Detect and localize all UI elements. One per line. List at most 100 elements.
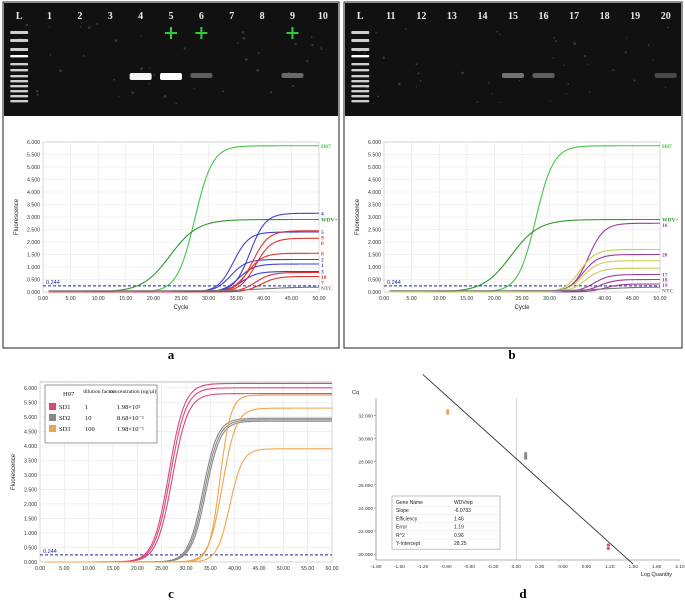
gel-speck xyxy=(36,93,39,96)
gel-lane-label: 15 xyxy=(508,11,518,22)
caption-a: a xyxy=(168,347,175,362)
y-tick-label: 6.000 xyxy=(24,386,37,392)
gel-speck xyxy=(382,56,386,59)
y-tick-label: 1.500 xyxy=(27,253,40,259)
y-tick-label: 6.000 xyxy=(27,140,40,146)
gel-speck xyxy=(487,82,490,84)
gel-speck xyxy=(612,69,615,72)
gel-lane-label: 7 xyxy=(229,11,234,22)
y-tick-label: 0.000 xyxy=(24,560,37,566)
positive-plus-icon xyxy=(195,27,208,39)
stats-label: Y-Intercept xyxy=(396,541,421,547)
legend-concentration-value: 8.68×10⁻¹ xyxy=(117,415,144,422)
series-end-label: NTC xyxy=(662,289,674,295)
y-tick-label: 1.500 xyxy=(368,253,381,259)
gel-speck xyxy=(320,46,323,48)
panel-b-frame xyxy=(343,1,683,349)
y-tick-label: 1.500 xyxy=(24,516,37,522)
y-tick-label: 1.000 xyxy=(368,265,381,271)
gel-speck xyxy=(147,82,150,85)
gel-speck xyxy=(257,52,260,55)
x-tick-label: 1.20 xyxy=(605,564,615,570)
y-tick-label: 2.000 xyxy=(368,240,381,246)
y-axis-title: Fluorescence xyxy=(11,453,17,490)
gel-speck xyxy=(375,31,377,34)
series-line xyxy=(48,286,320,292)
y-tick-label: 24.000 xyxy=(358,506,373,512)
stats-label: Slope xyxy=(396,508,409,514)
gel-speck xyxy=(96,22,99,25)
gel-lane-label: 20 xyxy=(661,11,671,22)
ladder-band xyxy=(351,55,370,58)
gel-lane-label: 13 xyxy=(447,11,457,22)
x-tick-label: 30.00 xyxy=(180,566,193,572)
gel-lane-label: 4 xyxy=(138,11,143,22)
ladder-band xyxy=(10,75,29,78)
sample-band xyxy=(129,73,152,80)
series-end-label: 9 xyxy=(321,236,324,242)
x-tick-label: -1.50 xyxy=(394,564,405,570)
gel-speck xyxy=(647,44,650,47)
gel-speck xyxy=(236,42,239,45)
gel-speck xyxy=(419,79,422,82)
x-tick-label: 60.00 xyxy=(326,566,339,572)
x-tick-label: 10.00 xyxy=(433,296,446,302)
sample-band xyxy=(190,73,213,78)
stats-label: R^2 xyxy=(396,533,405,539)
gel-lane-label: 8 xyxy=(260,11,265,22)
amplification-chart-a: 0.00 5.00 10.00 15.00 20.00 25.00 30.00 35.00 40… xyxy=(14,140,338,311)
gel-lane-label: L xyxy=(357,11,364,22)
gel-speck xyxy=(476,101,479,104)
x-tick-label: 0.00 xyxy=(35,566,45,572)
y-tick-label: 3.500 xyxy=(368,203,381,209)
ladder-band xyxy=(10,31,29,34)
x-tick-label: -1.20 xyxy=(417,564,428,570)
stats-label: Error xyxy=(396,525,407,531)
gel-lane-label: 6 xyxy=(199,11,204,22)
gel-lane-label: L xyxy=(16,11,23,22)
x-tick-label: 0.00 xyxy=(512,564,522,570)
y-tick-label: 2.500 xyxy=(368,228,381,234)
x-tick-label: -0.30 xyxy=(487,564,498,570)
x-tick-label: 15.00 xyxy=(119,296,132,302)
gel-speck xyxy=(48,26,51,28)
y-tick-label: 1.000 xyxy=(24,531,37,537)
y-tick-label: 2.000 xyxy=(27,240,40,246)
data-point xyxy=(524,456,528,460)
gel-speck xyxy=(573,42,577,46)
x-tick-label: 35.00 xyxy=(230,296,243,302)
gel-speck xyxy=(87,26,91,30)
x-tick-label: 0.90 xyxy=(582,564,592,570)
gel-speck xyxy=(372,103,375,105)
gel-speck xyxy=(294,42,297,46)
series-end-label: 19 xyxy=(662,283,668,289)
y-tick-label: 4.500 xyxy=(27,178,40,184)
gel-speck xyxy=(306,59,309,63)
y-tick-label: 0.500 xyxy=(24,545,37,551)
y-tick-label: 4.500 xyxy=(368,178,381,184)
x-axis-title: Cycle xyxy=(514,305,530,311)
x-tick-label: 15.00 xyxy=(107,566,120,572)
series-end-label: 20 xyxy=(662,253,668,259)
data-point xyxy=(606,543,610,547)
gel-lane-label: 9 xyxy=(290,11,295,22)
gel-speck xyxy=(554,40,557,43)
y-tick-label: 1.000 xyxy=(27,265,40,271)
gel-speck xyxy=(175,102,178,105)
gel-speck xyxy=(163,95,167,98)
series-end-label: H07 xyxy=(321,144,331,150)
y-tick-label: 20.000 xyxy=(358,552,373,558)
y-axis-title: Cq xyxy=(352,390,359,396)
y-tick-label: 22.000 xyxy=(358,529,373,535)
gel-speck xyxy=(491,92,493,95)
gel-speck xyxy=(624,51,627,54)
caption-c: c xyxy=(168,586,174,601)
gel-speck xyxy=(113,78,116,81)
gel-lane-label: 12 xyxy=(416,11,426,22)
gel-background xyxy=(345,3,681,116)
y-tick-label: 6.000 xyxy=(368,140,381,146)
series-end-label: 7 xyxy=(321,281,324,287)
stats-value: -6.0733 xyxy=(454,508,471,514)
x-tick-label: 1.80 xyxy=(652,564,662,570)
sample-band xyxy=(502,73,524,78)
